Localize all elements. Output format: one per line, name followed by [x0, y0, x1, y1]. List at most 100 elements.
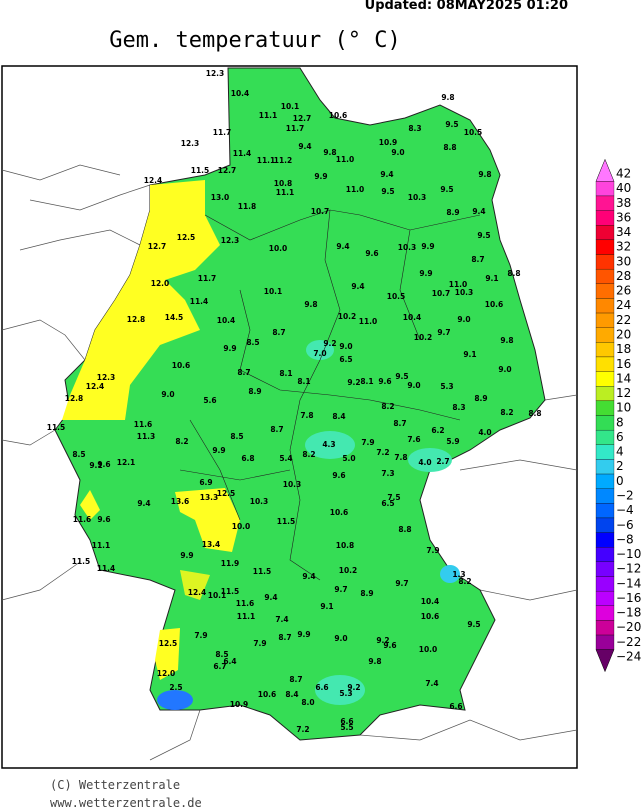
colorbar-swatch: [595, 312, 615, 328]
station-value: 12.3: [206, 69, 225, 78]
colorbar-label: −6: [616, 518, 634, 532]
colorbar-label: 14: [616, 371, 631, 385]
station-value: 8.0: [301, 698, 314, 707]
warm-area: [80, 490, 100, 520]
station-value: 10.6: [330, 508, 349, 517]
colorbar-label: −14: [616, 576, 641, 590]
colorbar-label: 20: [616, 328, 631, 342]
station-value: 11.4: [190, 297, 209, 306]
station-value: 9.4: [472, 207, 485, 216]
station-value: 11.0: [336, 155, 355, 164]
station-value: 9.9: [421, 242, 434, 251]
station-value: 9.0: [339, 342, 352, 351]
station-value: 11.5: [221, 587, 240, 596]
station-value: 11.4: [233, 149, 252, 158]
station-value: 11.5: [277, 517, 296, 526]
station-value: 7.9: [194, 631, 207, 640]
station-value: 10.6: [329, 111, 348, 120]
neighbour-borders: [1, 164, 578, 761]
colorbar-label: 34: [616, 225, 631, 239]
station-value: 8.7: [278, 633, 291, 642]
colorbar-label: −10: [616, 547, 641, 561]
station-value: 12.0: [157, 669, 176, 678]
colorbar-swatch: [595, 503, 615, 519]
station-value: 12.1: [117, 458, 136, 467]
cold-area: [440, 565, 460, 583]
colorbar-swatch: [595, 239, 615, 255]
station-value: 8.5: [72, 450, 85, 459]
station-value: 9.2: [376, 636, 389, 645]
station-value: 6.9: [199, 478, 212, 487]
station-value: 6.6: [315, 683, 328, 692]
station-value: 1.3: [452, 570, 465, 579]
station-value: 5.0: [342, 454, 355, 463]
map-frame: [1, 65, 578, 769]
station-value: 8.9: [474, 394, 487, 403]
colorbar-label: 8: [616, 415, 624, 429]
station-value: 8.9: [446, 208, 459, 217]
station-value: 8.7: [270, 425, 283, 434]
station-value: 2.7: [436, 457, 449, 466]
station-value: 6.8: [241, 454, 254, 463]
colorbar-label: −12: [616, 562, 641, 576]
colorbar-label: 32: [616, 240, 631, 254]
colorbar-swatch: [595, 371, 615, 387]
station-value: 13.0: [211, 193, 230, 202]
station-value: 4.0: [418, 458, 431, 467]
station-value: 10.1: [264, 287, 283, 296]
colorbar-cap: [595, 158, 615, 182]
colorbar-swatch: [595, 459, 615, 475]
colorbar-swatch: [595, 547, 615, 563]
station-value: 9.8: [500, 336, 513, 345]
station-value: 13.3: [200, 493, 219, 502]
colorbar-swatch: [595, 590, 615, 606]
station-value: 9.9: [297, 630, 310, 639]
station-value: 9.6: [383, 641, 396, 650]
cold-area: [157, 690, 193, 710]
station-value: 12.5: [177, 233, 196, 242]
station-value: 7.9: [426, 546, 439, 555]
station-value: 11.7: [213, 128, 232, 137]
station-value: 10.6: [421, 612, 440, 621]
station-value: 11.3: [137, 432, 156, 441]
station-value: 6.5: [339, 355, 352, 364]
station-value: 9.4: [336, 242, 349, 251]
station-value: 10.7: [311, 207, 330, 216]
station-value: 6.6: [449, 702, 462, 711]
colorbar-swatch: [595, 605, 615, 621]
station-value: 7.6: [407, 435, 420, 444]
station-value: 8.3: [452, 403, 465, 412]
station-value: 9.8: [478, 170, 491, 179]
station-value: 9.5: [440, 185, 453, 194]
station-value: 11.4: [97, 564, 116, 573]
state-borders: [179, 209, 481, 581]
colorbar-swatch: [595, 225, 615, 241]
station-value: 10.6: [258, 690, 277, 699]
station-value: 13.6: [171, 497, 190, 506]
station-value: 12.3: [181, 139, 200, 148]
cool-area: [408, 448, 452, 472]
colorbar-label: 0: [616, 474, 624, 488]
station-value: 9.7: [334, 585, 347, 594]
colorbar: 424038363432302826242220181614121086420−…: [595, 158, 641, 673]
station-value: 9.4: [302, 572, 315, 581]
cool-area: [315, 675, 365, 705]
station-value: 9.5: [477, 231, 490, 240]
colorbar-label: −4: [616, 503, 634, 517]
station-value: 6.2: [431, 426, 444, 435]
station-value: 9.1: [485, 274, 498, 283]
colorbar-label: 22: [616, 313, 631, 327]
station-value: 5.3: [440, 382, 453, 391]
station-value: 9.4: [298, 142, 311, 151]
station-value: 12.4: [188, 588, 207, 597]
station-value: 5.5: [340, 723, 353, 732]
station-value: 10.8: [274, 179, 293, 188]
colorbar-label: 4: [616, 445, 624, 459]
station-value: 5.6: [203, 396, 216, 405]
station-value: 10.3: [398, 243, 417, 252]
colorbar-label: −18: [616, 606, 641, 620]
station-value: 9.0: [161, 390, 174, 399]
station-value: 7.4: [425, 679, 438, 688]
station-value: 9.0: [457, 315, 470, 324]
station-value: 9.7: [437, 328, 450, 337]
